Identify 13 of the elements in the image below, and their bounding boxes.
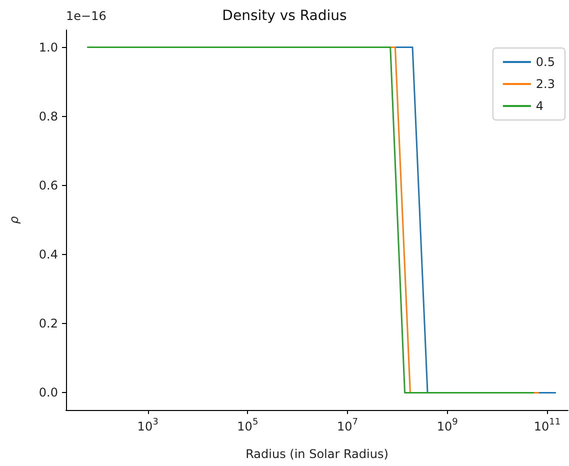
y-tick-label: 0.4 bbox=[38, 248, 58, 262]
y-tick-label: 1.0 bbox=[38, 40, 58, 54]
text: 1e−16 bbox=[66, 9, 106, 23]
legend-label: 2.3 bbox=[536, 77, 556, 91]
legend-label: 4 bbox=[536, 99, 544, 113]
x-axis-title: Radius (in Solar Radius) bbox=[246, 447, 388, 461]
y-tick-label: 0.0 bbox=[38, 386, 58, 400]
y-tick-label: 0.8 bbox=[38, 109, 58, 124]
legend-label: 0.5 bbox=[536, 55, 556, 69]
y-axis-title: ρ bbox=[7, 216, 21, 224]
chart-title: Density vs Radius bbox=[222, 8, 347, 24]
y-tick-label: 0.2 bbox=[38, 316, 58, 331]
y-tick-label: 0.6 bbox=[38, 178, 58, 192]
